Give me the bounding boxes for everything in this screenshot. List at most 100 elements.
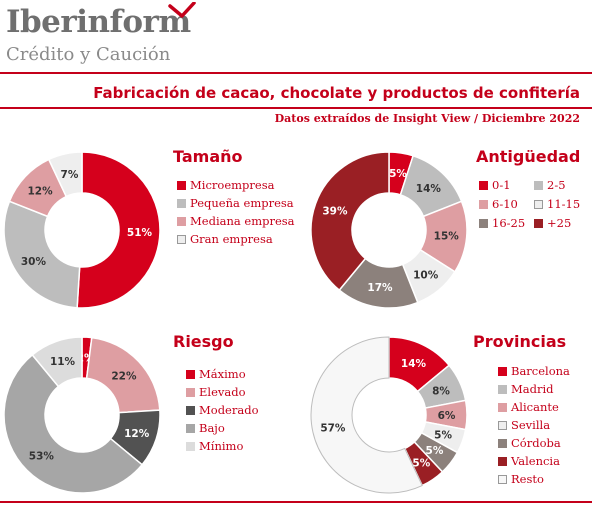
slice-provincias-resto <box>310 336 423 494</box>
legend-item-pequena-empresa: Pequeña empresa <box>177 196 294 210</box>
chart-title-tamano: Tamaño <box>173 147 243 166</box>
data-label-antiguedad-16-25: 17% <box>367 282 393 294</box>
legend-item-barcelona: Barcelona <box>498 364 570 378</box>
legend-swatch <box>498 402 507 412</box>
legend-label: Microempresa <box>190 178 275 192</box>
legend-swatch <box>534 180 543 190</box>
legend-item-25: +25 <box>534 216 571 230</box>
legend-label: Elevado <box>199 385 246 399</box>
legend-swatch <box>534 199 543 209</box>
data-label-tamano-mediana-empresa: 12% <box>28 186 54 198</box>
legend-item-6-10: 6-10 <box>479 197 518 211</box>
legend-label: 11-15 <box>547 197 581 211</box>
legend-swatch <box>186 441 195 451</box>
data-label-tamano-microempresa: 51% <box>127 227 153 239</box>
data-label-antiguedad-6-10: 15% <box>434 230 460 242</box>
brand-tagline: Crédito y Caución <box>6 44 171 65</box>
legend-item-resto: Resto <box>498 472 544 486</box>
legend-label: Sevilla <box>511 418 551 432</box>
legend-swatch <box>498 456 507 466</box>
legend-item-elevado: Elevado <box>186 385 246 399</box>
legend-swatch <box>498 420 507 430</box>
legend-item-minimo: Mínimo <box>186 439 243 453</box>
legend-item-bajo: Bajo <box>186 421 225 435</box>
legend-label: Máximo <box>199 367 246 381</box>
legend-swatch <box>479 180 488 190</box>
slice-tamano-microempresa <box>76 151 161 309</box>
legend-swatch <box>177 180 186 190</box>
legend-label: Mediana empresa <box>190 214 295 228</box>
page-title: Fabricación de cacao, chocolate y produc… <box>93 84 580 102</box>
legend-label: Córdoba <box>511 436 561 450</box>
legend-item-madrid: Madrid <box>498 382 554 396</box>
data-label-provincias-alicante: 6% <box>438 410 456 422</box>
legend-label: Barcelona <box>511 364 570 378</box>
donut-chart-riesgo: 2%22%12%53%11% <box>3 336 161 494</box>
legend-item-11-15: 11-15 <box>534 197 580 211</box>
slice-antiguedad-25 <box>310 151 390 292</box>
legend-label: Pequeña empresa <box>190 196 294 210</box>
legend-item-16-25: 16-25 <box>479 216 525 230</box>
legend-item-gran-empresa: Gran empresa <box>177 232 273 246</box>
data-label-riesgo-bajo: 53% <box>29 451 55 463</box>
legend-item-valencia: Valencia <box>498 454 560 468</box>
data-label-provincias-resto: 57% <box>320 423 346 435</box>
legend-item-alicante: Alicante <box>498 400 559 414</box>
data-label-riesgo-moderado: 12% <box>124 428 150 440</box>
data-label-antiguedad-2-5: 14% <box>416 183 442 195</box>
page-subtitle: Datos extraídos de Insight View / Diciem… <box>274 112 580 125</box>
legend-item-0-1: 0-1 <box>479 178 511 192</box>
data-label-riesgo-elevado: 22% <box>111 371 137 383</box>
legend-label: 2-5 <box>547 178 566 192</box>
data-label-provincias-madrid: 8% <box>432 386 450 398</box>
legend-item-microempresa: Microempresa <box>177 178 274 192</box>
legend-label: 16-25 <box>492 216 526 230</box>
legend-label: Alicante <box>511 400 559 414</box>
legend-label: Gran empresa <box>190 232 273 246</box>
legend-label: Valencia <box>511 454 560 468</box>
legend-swatch <box>479 199 488 209</box>
legend-label: Resto <box>511 472 544 486</box>
legend-label: 0-1 <box>492 178 511 192</box>
brand-logo: Iberinform <box>6 4 191 40</box>
logo-mark-icon <box>168 2 196 18</box>
legend-item-sevilla: Sevilla <box>498 418 550 432</box>
legend-item-2-5: 2-5 <box>534 178 566 192</box>
legend-item-cordoba: Córdoba <box>498 436 561 450</box>
legend-swatch <box>479 218 488 228</box>
donut-chart-tamano: 51% 30% 12% 7% <box>3 151 161 309</box>
slice-riesgo-minimo <box>31 336 83 388</box>
donut-chart-provincias: 14%8%6%5%5%5%57% <box>310 336 468 494</box>
legend-swatch <box>177 216 186 226</box>
donut-chart-antiguedad: 5% 14% 15% 10% 17% 39% <box>310 151 468 309</box>
slice-tamano-gran-empresa <box>47 151 83 198</box>
chart-title-provincias: Provincias <box>473 332 567 351</box>
legend-swatch <box>534 218 543 228</box>
top-divider <box>0 72 592 74</box>
legend-swatch <box>498 474 507 484</box>
data-label-tamano-gran-empresa: 7% <box>61 169 79 181</box>
legend-swatch <box>186 369 195 379</box>
legend-swatch <box>186 405 195 415</box>
legend-swatch <box>498 438 507 448</box>
bottom-divider <box>0 501 592 503</box>
legend-swatch <box>186 423 195 433</box>
data-label-riesgo-minimo: 11% <box>50 356 76 368</box>
legend-item-mediana-empresa: Mediana empresa <box>177 214 295 228</box>
data-label-tamano-pequena-empresa: 30% <box>21 256 47 268</box>
data-label-provincias-barcelona: 14% <box>401 358 427 370</box>
legend-swatch <box>498 366 507 376</box>
data-label-provincias-sevilla: 5% <box>434 429 452 441</box>
data-label-provincias-cordoba: 5% <box>426 445 444 457</box>
legend-item-moderado: Moderado <box>186 403 259 417</box>
title-divider <box>0 107 592 109</box>
legend-label: Mínimo <box>199 439 244 453</box>
data-label-antiguedad-11-15: 10% <box>413 269 439 281</box>
data-label-antiguedad-0-1: 5% <box>389 168 407 180</box>
legend-swatch <box>177 234 186 244</box>
legend-label: Bajo <box>199 421 225 435</box>
slice-riesgo-bajo <box>3 353 144 494</box>
legend-item-maximo: Máximo <box>186 367 246 381</box>
legend-label: Moderado <box>199 403 259 417</box>
slice-tamano-pequena-empresa <box>3 200 81 309</box>
